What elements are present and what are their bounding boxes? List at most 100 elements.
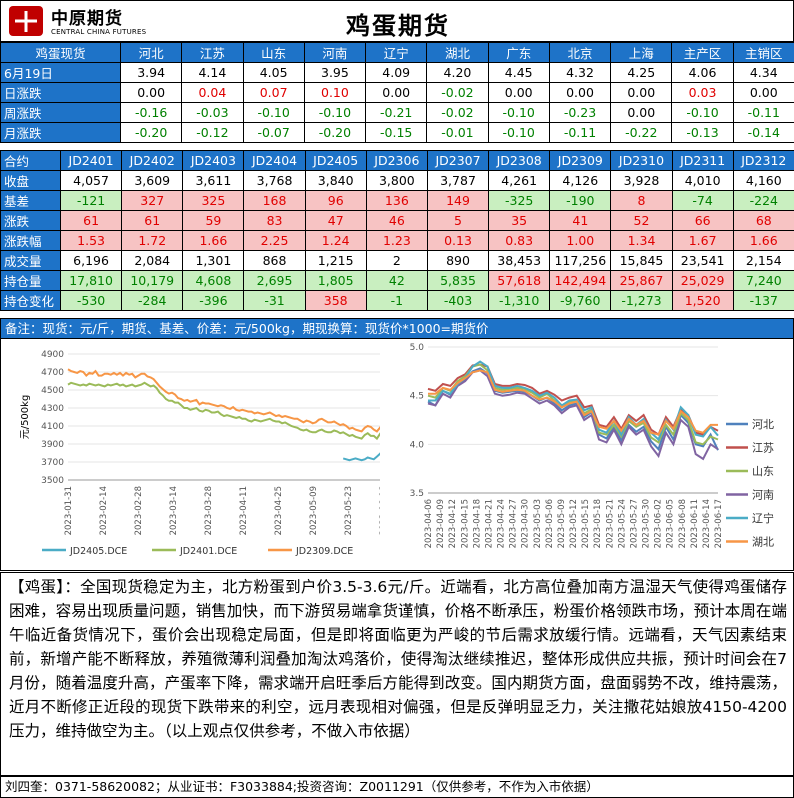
spot-cell: -0.11	[548, 122, 612, 143]
spot-col-header: 鸡蛋现货	[0, 42, 121, 63]
y-tick-label: 4.0	[410, 440, 425, 450]
market-commentary: 【鸡蛋】：全国现货稳定为主，北方粉蛋到户价3.5-3.6元/斤。近端看，北方高位…	[0, 572, 794, 776]
legend-label: 山东	[752, 465, 774, 478]
futures-cell: 325	[182, 190, 245, 211]
legend-label: JD2309.DCE	[295, 546, 353, 557]
futures-cell: 2.25	[243, 230, 306, 251]
page-title: 鸡蛋期货	[346, 12, 450, 40]
futures-cell: -284	[121, 290, 184, 311]
futures-cell: 3,840	[304, 170, 367, 191]
x-tick-label: 2023-04-24	[497, 499, 507, 548]
futures-cell: 136	[365, 190, 428, 211]
futures-cell: 4,057	[59, 170, 123, 191]
spot-cell: -0.15	[365, 122, 428, 143]
y-tick-label: 3700	[41, 458, 64, 468]
footer-contact: 刘四奎：0371-58620082；从业证书：F3033884;投资咨询：Z00…	[0, 776, 794, 798]
futures-cell: -396	[182, 290, 245, 311]
x-tick-label: 2023-05-23	[344, 486, 354, 535]
futures-cell: 2,154	[732, 250, 794, 271]
futures-col-header: JD2402	[121, 150, 184, 171]
x-tick-label: 2023-06-08	[678, 499, 688, 548]
futures-cell: 57,618	[488, 270, 551, 291]
futures-cell: -121	[59, 190, 123, 211]
header: 中原期货 CENTRAL CHINA FUTURES 鸡蛋期货	[0, 0, 794, 42]
spot-row-label: 周涨跌	[0, 102, 121, 123]
futures-row-label: 持仓变化	[0, 290, 61, 311]
logo-text-en: CENTRAL CHINA FUTURES	[51, 28, 147, 36]
y-tick-label: 3900	[41, 440, 64, 450]
futures-cell: 1.23	[365, 230, 428, 251]
x-tick-label: 2023-05-18	[593, 499, 603, 548]
spot-cell: -0.10	[671, 102, 734, 123]
futures-cell: 66	[671, 210, 734, 231]
futures-cell: 3,609	[121, 170, 184, 191]
futures-cell: -31	[243, 290, 306, 311]
x-tick-label: 2023-04-25	[274, 486, 284, 535]
spot-cell: -0.10	[242, 102, 305, 123]
futures-cell: 6,196	[59, 250, 123, 271]
spot-cell: 4.32	[548, 62, 612, 83]
spot-price-table: 鸡蛋现货 河北 江苏 山东 河南 辽宁 湖北 广东 北京 上海 主产区 主销区 6月19日 3.94 4.1…	[0, 42, 794, 143]
futures-col-header: JD2311	[671, 150, 734, 171]
x-tick-label: 2023-05-12	[569, 499, 579, 548]
futures-cell: 1,520	[671, 290, 734, 311]
x-tick-label: 2023-04-21	[484, 499, 494, 548]
spot-cell: -0.13	[671, 122, 734, 143]
futures-cell: -9,760	[549, 290, 612, 311]
spot-cell: -0.21	[365, 102, 428, 123]
futures-cell: 23,541	[671, 250, 734, 271]
spot-cell: 4.06	[671, 62, 734, 83]
futures-cell: 168	[243, 190, 306, 211]
futures-cell: 59	[182, 210, 245, 231]
legend-label: 湖北	[752, 536, 774, 549]
futures-row-label: 基差	[0, 190, 61, 211]
futures-row-label: 涨跌	[0, 210, 61, 231]
spot-cell: 4.45	[487, 62, 550, 83]
futures-col-header: 合约	[0, 150, 61, 171]
x-tick-label: 2023-04-11	[239, 486, 249, 535]
y-tick-label: 4.5	[410, 392, 424, 402]
futures-row: 持仓量 17,810 10,179 4,608 2,695 1,805 42 5,835 57,…	[0, 270, 794, 291]
y-tick-label: 4100	[41, 422, 64, 432]
spot-cell: 3.94	[119, 62, 183, 83]
x-tick-label: 2023-04-15	[460, 499, 470, 548]
spot-cell: -0.10	[487, 122, 550, 143]
futures-cell: 1.72	[121, 230, 184, 251]
futures-cell: 96	[304, 190, 367, 211]
spot-cell: 0.00	[365, 82, 428, 103]
x-tick-label: 2023-05-21	[605, 499, 615, 548]
futures-col-header: JD2401	[59, 150, 123, 171]
futures-cell: 61	[59, 210, 123, 231]
spot-row-label: 日涨跌	[0, 82, 121, 103]
futures-cell: 42	[365, 270, 428, 291]
spot-cell: 0.00	[487, 82, 550, 103]
x-tick-label: 2023-04-27	[509, 499, 519, 548]
legend-label: 河南	[752, 489, 774, 502]
futures-cell: 3,800	[365, 170, 428, 191]
futures-cell: 868	[243, 250, 306, 271]
futures-cell: 4,160	[732, 170, 794, 191]
futures-cell: 3,928	[610, 170, 673, 191]
series-line-0	[427, 367, 719, 452]
futures-col-header: JD2404	[243, 150, 306, 171]
spot-cell: 0.00	[610, 82, 673, 103]
spot-cell: 0.00	[610, 102, 673, 123]
futures-cell: 68	[732, 210, 794, 231]
futures-row-label: 持仓量	[0, 270, 61, 291]
spot-cell: -0.10	[303, 102, 367, 123]
futures-cell: 8	[610, 190, 673, 211]
series-line-0	[342, 452, 380, 462]
spot-cell: -0.01	[426, 122, 489, 143]
futures-cell: -530	[59, 290, 123, 311]
spot-cell: -0.10	[487, 102, 550, 123]
x-tick-label: 2023-05-09	[309, 486, 319, 535]
futures-cell: 142,494	[549, 270, 612, 291]
futures-cell: 1.00	[549, 230, 612, 251]
futures-cell: 5	[426, 210, 490, 231]
x-tick-label: 2023-06-17	[714, 499, 724, 548]
futures-cell: -1,273	[610, 290, 673, 311]
spot-cell: 4.09	[365, 62, 428, 83]
x-tick-label: 2023-04-09	[436, 499, 446, 548]
y-tick-label: 4300	[41, 404, 64, 414]
spot-col-header: 上海	[610, 42, 673, 63]
